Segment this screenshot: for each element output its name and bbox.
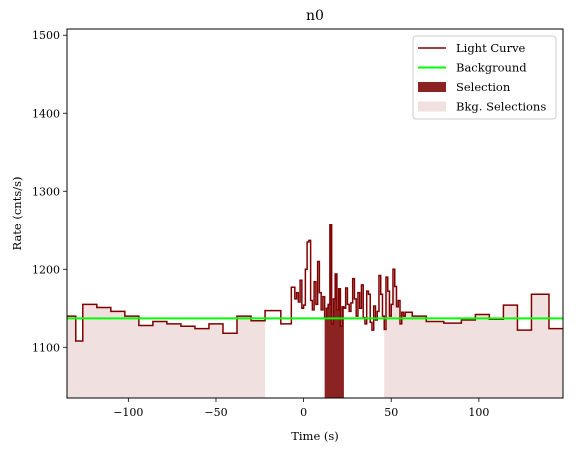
legend-bkg-selections-label: Bkg. Selections <box>456 100 546 114</box>
bkg-selection-region <box>67 304 266 398</box>
legend-light-curve-label: Light Curve <box>456 41 526 55</box>
y-tick-label: 1200 <box>32 263 60 276</box>
light-curve-layer <box>67 224 563 342</box>
light-curve-series <box>67 224 563 342</box>
chart-title: n0 <box>306 8 324 24</box>
legend-box <box>412 35 557 120</box>
y-tick-label: 1100 <box>32 341 60 354</box>
selection-region <box>324 224 344 398</box>
x-axis-label: Time (s) <box>291 429 339 443</box>
legend-bkg-selections-swatch <box>418 101 446 112</box>
x-axis-ticks: −100 −50 0 50 100 <box>113 398 489 419</box>
x-tick-label: 100 <box>468 406 489 419</box>
y-axis-label: Rate (cnts/s) <box>10 177 24 251</box>
y-tick-label: 1500 <box>32 29 60 42</box>
plot-frame <box>66 28 564 399</box>
x-tick-label: −100 <box>113 406 143 419</box>
bkg-selections-layer <box>67 269 563 398</box>
x-tick-label: −50 <box>204 406 227 419</box>
legend: Light Curve Background Selection Bkg. Se… <box>412 35 557 120</box>
y-tick-label: 1400 <box>32 107 60 120</box>
legend-selection-label: Selection <box>456 80 511 94</box>
legend-selection-swatch <box>418 82 446 92</box>
selection-layer <box>324 224 344 398</box>
y-axis-ticks: 1100 1200 1300 1400 1500 <box>32 29 67 354</box>
legend-background-label: Background <box>456 61 527 75</box>
x-tick-label: 50 <box>384 406 398 419</box>
bkg-selection-region <box>384 269 563 398</box>
y-tick-label: 1300 <box>32 185 60 198</box>
x-tick-label: 0 <box>300 406 307 419</box>
